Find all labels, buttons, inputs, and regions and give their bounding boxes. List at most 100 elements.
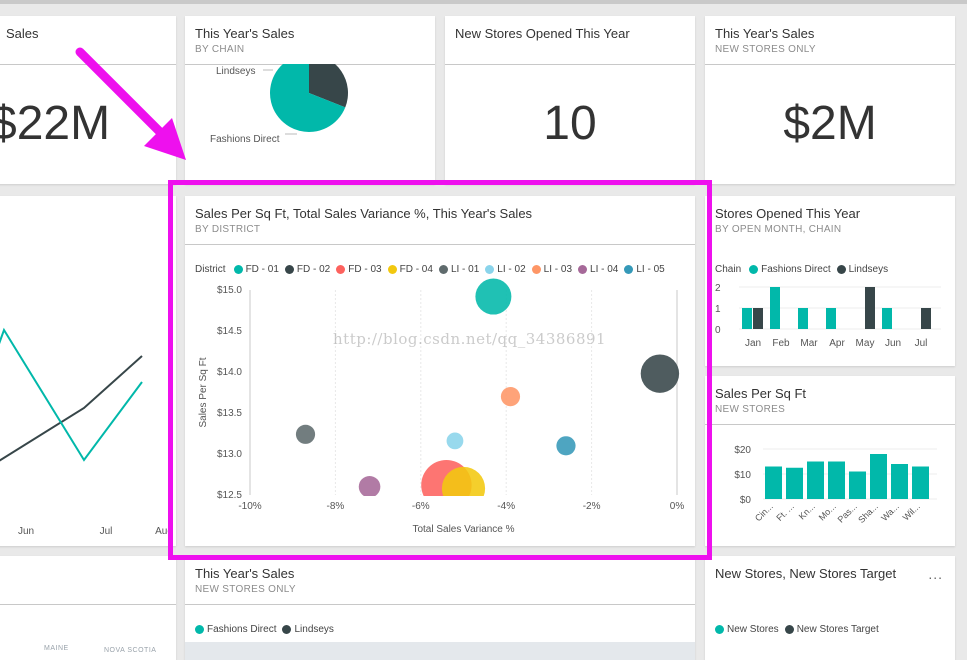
legend-label: LI - 02 xyxy=(497,264,526,275)
divider xyxy=(0,604,176,605)
legend-dot xyxy=(485,265,495,274)
tile-sales-new-stores[interactable]: This Year's Sales NEW STORES ONLY $2M xyxy=(705,16,955,184)
map-label: MAINE xyxy=(44,645,69,652)
legend-label: LI - 05 xyxy=(636,264,665,275)
tile-title: Stores Opened This Year xyxy=(715,206,861,221)
tile-line-chart[interactable]: Jun Jul Aug xyxy=(0,196,176,546)
tile-title: Sales xyxy=(6,26,39,41)
more-options-button[interactable]: ... xyxy=(928,566,943,582)
bar xyxy=(828,461,845,499)
x-tick-label: 0% xyxy=(670,501,685,512)
scatter-chart: $12.5 $13.0 $13.5 $14.0 $14.5 $15.0 -10% -8% -6%… xyxy=(198,278,685,535)
kpi-value: 10 xyxy=(543,97,597,150)
legend-dot xyxy=(624,265,634,274)
tile-title: New Stores, New Stores Target xyxy=(715,566,897,581)
tile-stores-by-month[interactable]: Stores Opened This Year BY OPEN MONTH, C… xyxy=(705,196,955,366)
legend-label: Fashions Direct xyxy=(761,264,831,275)
legend-label: FD - 01 xyxy=(245,264,279,275)
x-tick-label: Jun xyxy=(885,338,901,349)
map-label: NOVA SCOTIA xyxy=(104,647,157,654)
legend-item: Fashions Direct xyxy=(749,264,831,275)
x-tick-label: -2% xyxy=(583,501,601,512)
legend-dot xyxy=(233,265,243,274)
legend-item: Fashions Direct xyxy=(195,624,276,635)
tile-sales-by-chain[interactable]: This Year's Sales BY CHAIN Lindseys Fashi… xyxy=(185,16,435,184)
line-chart: Jun Jul Aug xyxy=(0,327,173,537)
bubble-point xyxy=(441,466,486,496)
legend-label: LI - 03 xyxy=(543,264,573,275)
legend-label: New Stores Target xyxy=(796,624,879,635)
legend-item: Lindseys xyxy=(836,264,889,275)
x-tick-label: Jul xyxy=(100,526,113,537)
x-tick-label: -8% xyxy=(327,501,345,512)
legend-label: FD - 02 xyxy=(296,264,331,275)
legend-item: LI - 02 xyxy=(485,264,526,275)
x-tick-label: Aug xyxy=(155,526,173,537)
chart-legend: District FD - 01 FD - 02 FD - 03 FD - 04 LI … xyxy=(195,264,671,275)
tile-sales-new-stores-map[interactable]: This Year's Sales NEW STORES ONLY Fashio… xyxy=(185,556,695,660)
legend-label: Lindseys xyxy=(294,624,334,635)
bar xyxy=(798,308,808,329)
y-tick-label: $14.5 xyxy=(217,326,242,337)
legend-dot xyxy=(578,265,588,274)
tile-new-stores-target[interactable]: New Stores, New Stores Target ... New St… xyxy=(705,556,955,660)
divider xyxy=(185,604,695,605)
legend-dot xyxy=(836,265,846,274)
x-tick-label: Kn... xyxy=(797,501,817,521)
x-tick-label: -4% xyxy=(497,501,515,512)
legend-dot xyxy=(749,265,759,274)
y-tick-label: 1 xyxy=(715,304,721,315)
bar xyxy=(882,308,892,329)
divider xyxy=(445,64,695,65)
legend-label: Lindseys xyxy=(848,264,889,275)
bar xyxy=(807,461,824,499)
tile-sales-left[interactable]: Sales $22M xyxy=(0,16,176,184)
tile-subtitle: BY OPEN MONTH, CHAIN xyxy=(715,224,842,235)
legend-dot xyxy=(387,265,397,274)
legend-dot xyxy=(715,625,724,634)
bubble-point xyxy=(500,387,521,407)
divider xyxy=(705,64,955,65)
legend-label: Fashions Direct xyxy=(207,624,277,635)
legend-label: LI - 04 xyxy=(590,264,619,275)
legend-label: FD - 03 xyxy=(348,264,382,275)
legend-dot xyxy=(336,265,346,274)
bubble-point xyxy=(295,424,316,444)
legend-label: LI - 01 xyxy=(450,264,480,275)
map-strip[interactable] xyxy=(185,642,695,660)
bar xyxy=(826,308,836,329)
x-tick-label: Sha... xyxy=(856,501,880,525)
series-line xyxy=(0,327,143,462)
tile-subtitle: NEW STORES ONLY xyxy=(715,44,816,55)
tile-bottom-left[interactable] xyxy=(0,556,176,660)
tile-title: New Stores Opened This Year xyxy=(455,26,630,41)
bar xyxy=(770,287,780,329)
bar xyxy=(849,471,866,499)
tile-sales-per-sqft[interactable]: Sales Per Sq Ft NEW STORES $0 $10 $20 Cin..… xyxy=(705,376,955,546)
x-tick-label: -10% xyxy=(238,501,261,512)
legend-title: District xyxy=(195,264,226,275)
tile-title: Sales Per Sq Ft, Total Sales Variance %,… xyxy=(195,206,533,221)
legend-item: FD - 04 xyxy=(387,264,433,275)
bar-chart: 0 1 2 Jan Feb Mar Apr May Jun Jul xyxy=(715,283,941,349)
tile-new-stores-opened[interactable]: New Stores Opened This Year 10 xyxy=(445,16,695,184)
bar xyxy=(870,454,887,499)
x-tick-label: -6% xyxy=(412,501,430,512)
x-tick-label: Ft. ... xyxy=(774,501,796,523)
legend-label: FD - 04 xyxy=(399,264,433,275)
bubble-point xyxy=(475,278,512,315)
legend-title: Chain xyxy=(715,264,742,275)
legend-dot xyxy=(784,625,794,634)
bubble-point xyxy=(446,432,464,450)
legend-item: LI - 03 xyxy=(531,264,573,275)
legend-label: New Stores xyxy=(727,624,779,635)
tile-subtitle: NEW STORES xyxy=(715,404,786,415)
bar xyxy=(786,467,803,499)
tile-scatter-by-district[interactable]: Sales Per Sq Ft, Total Sales Variance %,… xyxy=(185,196,695,546)
divider xyxy=(0,64,176,65)
legend-item: FD - 03 xyxy=(336,264,382,275)
pie-chart: Lindseys Fashions Direct xyxy=(210,64,348,145)
legend-dot xyxy=(284,265,294,274)
bar xyxy=(865,287,875,329)
legend-item: LI - 05 xyxy=(624,264,665,275)
